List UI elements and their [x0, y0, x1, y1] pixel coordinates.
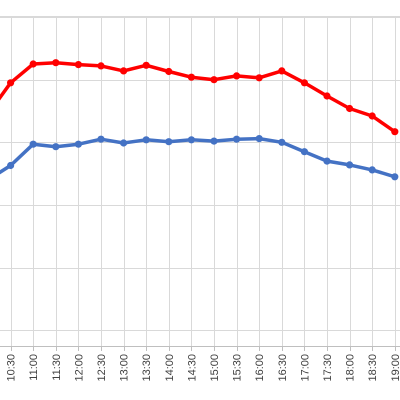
x-tick-label: 18:00	[345, 354, 357, 382]
x-tick-label: 16:00	[254, 354, 266, 382]
data-point	[300, 79, 308, 87]
data-point	[142, 136, 150, 144]
x-tick-label: 13:00	[119, 354, 131, 382]
data-point	[97, 62, 105, 70]
x-tick-label: 10:30	[6, 354, 18, 382]
x-tick-label: 12:00	[73, 354, 85, 382]
data-point	[391, 128, 399, 136]
data-point	[278, 67, 286, 75]
data-point	[187, 73, 195, 81]
series-line-1	[0, 136, 397, 179]
data-point	[187, 136, 195, 144]
data-point	[165, 67, 173, 76]
data-point	[323, 92, 331, 100]
x-tick-label: 14:00	[164, 354, 176, 382]
x-tick-label: 17:00	[299, 354, 311, 382]
data-point	[165, 138, 173, 146]
x-tick-label: 19:00	[390, 354, 400, 382]
data-point	[120, 67, 128, 75]
data-point	[346, 161, 354, 169]
data-point	[210, 137, 218, 145]
data-point	[323, 157, 331, 165]
data-point	[52, 59, 60, 67]
data-point	[7, 161, 15, 170]
series-line-0	[0, 60, 397, 134]
x-tick-label: 18:30	[367, 354, 379, 382]
data-point	[391, 173, 399, 181]
data-point	[255, 74, 263, 82]
data-point	[346, 104, 354, 113]
x-tick-label: 12:30	[96, 354, 108, 382]
data-point	[142, 61, 150, 69]
x-tick-label: 15:30	[232, 354, 244, 382]
data-point	[120, 139, 128, 147]
x-tick-label: 14:30	[186, 354, 198, 382]
data-point	[255, 135, 263, 143]
data-point	[29, 60, 37, 68]
x-tick-label: 11:30	[51, 354, 63, 381]
grid-lines	[0, 17, 400, 347]
x-tick-label: 11:00	[28, 354, 40, 381]
data-point	[74, 61, 82, 69]
data-point	[368, 112, 376, 120]
data-point	[7, 79, 15, 87]
data-point	[29, 140, 37, 148]
x-axis-ticks	[11, 346, 396, 351]
data-point	[233, 135, 241, 143]
x-tick-label: 15:00	[209, 354, 221, 382]
data-point	[368, 166, 376, 174]
data-point	[97, 135, 105, 143]
data-point	[233, 72, 241, 80]
x-tick-label: 17:30	[322, 354, 334, 382]
series-markers	[7, 59, 399, 181]
x-tick-label: 16:30	[277, 354, 289, 382]
data-point	[52, 143, 60, 151]
x-axis-tick-labels: 10:30 11:00 11:30 12:00 12:30 13:00 13:30 14:00…	[6, 354, 400, 382]
data-point	[74, 140, 82, 148]
x-tick-label: 13:30	[141, 354, 153, 382]
data-point	[210, 76, 218, 84]
data-point	[300, 148, 308, 156]
data-point	[278, 138, 286, 146]
